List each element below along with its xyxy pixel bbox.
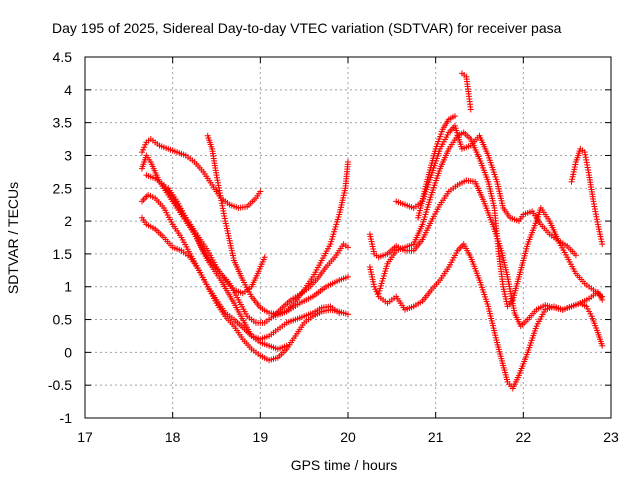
series-s11 bbox=[375, 129, 606, 310]
x-tick-labels: 17 18 19 20 21 22 23 bbox=[77, 429, 619, 445]
y-tick-label: 0.5 bbox=[53, 312, 73, 328]
y-tick-labels: -1 -0.5 0 0.5 1 1.5 2 2.5 3 3.5 4 4.5 bbox=[48, 49, 72, 426]
series-s3 bbox=[138, 214, 343, 343]
series-s4 bbox=[138, 136, 264, 211]
data-point bbox=[599, 293, 606, 300]
series-s15 bbox=[568, 145, 606, 248]
data-point bbox=[345, 311, 351, 318]
data-point bbox=[345, 159, 351, 166]
x-tick-label: 18 bbox=[165, 429, 181, 445]
y-tick-label: 4 bbox=[64, 82, 72, 98]
y-tick-label: 2 bbox=[64, 213, 72, 229]
x-axis-title: GPS time / hours bbox=[291, 457, 398, 473]
x-tick-label: 22 bbox=[516, 429, 532, 445]
y-tick-label: 3.5 bbox=[53, 115, 73, 131]
data-point bbox=[261, 254, 268, 261]
data-point bbox=[572, 252, 579, 259]
y-axis-title: SDTVAR / TECUs bbox=[5, 182, 21, 294]
data-point bbox=[451, 113, 458, 120]
y-tick-label: 2.5 bbox=[53, 180, 73, 196]
series-s14 bbox=[458, 70, 474, 113]
data-markers bbox=[138, 70, 606, 392]
y-tick-label: -0.5 bbox=[48, 377, 72, 393]
y-tick-label: 4.5 bbox=[53, 49, 73, 65]
y-tick-label: 3 bbox=[64, 147, 72, 163]
chart-title: Day 195 of 2025, Sidereal Day-to-day VTE… bbox=[52, 20, 562, 36]
y-tick-label: -1 bbox=[60, 410, 73, 426]
x-tick-label: 23 bbox=[603, 429, 619, 445]
data-point bbox=[257, 188, 264, 195]
y-tick-label: 1.5 bbox=[53, 246, 73, 262]
x-tick-label: 19 bbox=[253, 429, 269, 445]
data-point bbox=[599, 241, 606, 248]
y-tick-label: 0 bbox=[64, 344, 72, 360]
x-tick-label: 20 bbox=[340, 429, 356, 445]
data-point bbox=[336, 309, 343, 316]
series-s13 bbox=[415, 113, 458, 221]
x-tick-label: 21 bbox=[428, 429, 444, 445]
y-tick-label: 1 bbox=[64, 279, 72, 295]
data-point bbox=[599, 342, 606, 349]
x-tick-label: 17 bbox=[77, 429, 93, 445]
data-point bbox=[345, 273, 351, 280]
data-point bbox=[345, 244, 351, 251]
series-s10 bbox=[366, 241, 606, 392]
series-s8 bbox=[270, 241, 351, 320]
plot-frame bbox=[84, 56, 612, 419]
data-point bbox=[467, 106, 474, 113]
